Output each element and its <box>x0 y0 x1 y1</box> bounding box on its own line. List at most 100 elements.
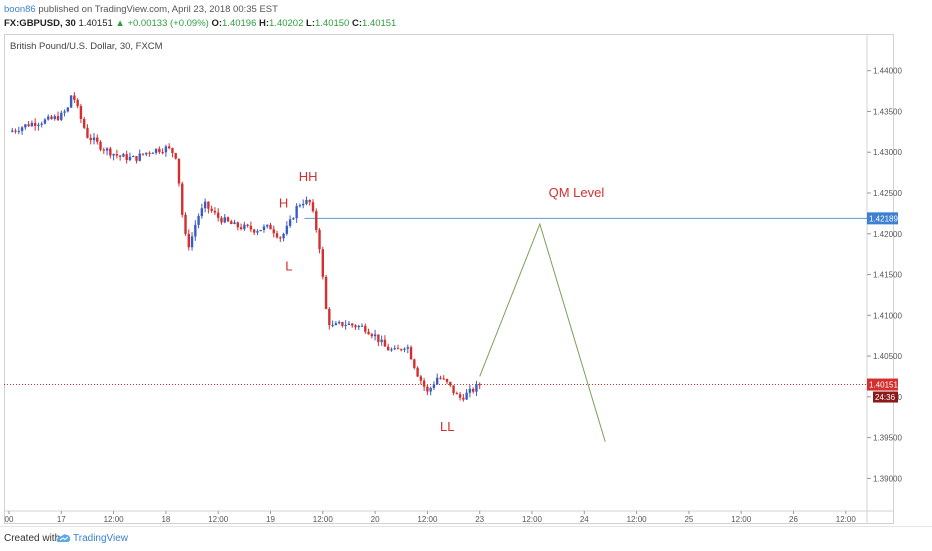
candle-body <box>190 236 194 248</box>
candle-body <box>315 211 318 230</box>
candle-body <box>439 377 442 379</box>
candle-body <box>56 116 60 120</box>
candle-body <box>475 384 478 392</box>
candle-body <box>69 95 73 108</box>
candle-body <box>82 118 86 128</box>
y-tick-label: 1.42000 <box>873 230 902 239</box>
candle-body <box>390 349 393 351</box>
candle-body <box>141 153 145 155</box>
candle-body <box>321 249 324 277</box>
candle-body <box>269 224 272 230</box>
candle-body <box>177 158 181 184</box>
candle-body <box>226 217 230 222</box>
candle-body <box>452 385 455 394</box>
candle-body <box>455 393 459 395</box>
close-label: C: <box>351 18 362 29</box>
candle-body <box>436 377 439 385</box>
candle-body <box>262 226 266 231</box>
candle-body <box>266 224 269 227</box>
candle-body <box>259 230 262 232</box>
tradingview-logo-icon[interactable] <box>56 532 71 544</box>
candle-body <box>99 141 102 150</box>
candle-body <box>40 123 43 125</box>
candle-body <box>174 153 177 159</box>
candle-body <box>406 347 409 349</box>
candle-body <box>442 378 445 380</box>
candle-body <box>66 107 70 112</box>
candle-body <box>426 386 429 392</box>
countdown-label: 24:36 <box>875 393 896 402</box>
close-value: 1.40151 <box>362 18 397 29</box>
candle-body <box>112 154 115 156</box>
candle-body <box>449 381 452 386</box>
y-tick-label: 1.39500 <box>873 434 902 443</box>
candle-body <box>200 208 204 217</box>
chart-frame[interactable] <box>4 34 894 524</box>
candle-body <box>96 137 99 142</box>
candle-body <box>132 156 135 158</box>
candle-body <box>301 203 305 206</box>
candle-body <box>393 348 396 350</box>
candle-body <box>429 387 432 392</box>
candle-body <box>396 348 400 350</box>
annotation-l: L <box>285 258 292 273</box>
candle-body <box>305 199 308 204</box>
annotation-hh: HH <box>299 169 318 184</box>
candle-body <box>24 124 27 128</box>
x-tick-label: 12:00 <box>731 515 752 524</box>
candle-body <box>370 334 374 337</box>
tradingview-brand[interactable]: TradingView <box>73 533 129 544</box>
footer: Created with TradingView <box>0 526 932 551</box>
x-tick-label: 17 <box>57 515 66 524</box>
candle-body <box>43 119 47 124</box>
candle-body <box>105 148 109 151</box>
qm-level-price-label: 1.42189 <box>869 214 898 223</box>
x-tick-label: 18 <box>161 515 170 524</box>
high-value: 1.40202 <box>269 18 304 29</box>
candle-body <box>249 225 253 230</box>
candle-body <box>344 324 347 326</box>
candle-body <box>256 231 259 233</box>
ohlc-legend: FX:GBPUSD, 30 1.40151 ▲ +0.00133 (+0.09%… <box>4 18 396 29</box>
candle-body <box>386 346 390 351</box>
projection-path <box>479 222 606 442</box>
candle-body <box>194 224 197 237</box>
candle-body <box>11 130 14 132</box>
annotation-qm-level: QM Level <box>549 185 605 200</box>
candle-body <box>239 227 243 229</box>
candle-body <box>419 376 423 381</box>
candle-body <box>236 222 240 228</box>
candle-body <box>148 152 151 154</box>
x-tick-label: 12:00 <box>417 515 438 524</box>
created-with-text: Created with <box>4 533 61 544</box>
candle-body <box>33 122 37 126</box>
countdown-tag <box>873 391 898 403</box>
candle-body <box>416 367 419 377</box>
candle-body <box>377 334 380 342</box>
candle-body <box>128 156 132 161</box>
x-tick-label: 12:00 <box>208 515 229 524</box>
low-label: L: <box>306 18 315 29</box>
x-tick-label: 23 <box>475 515 484 524</box>
candle-body <box>409 347 413 360</box>
candle-body <box>275 233 279 238</box>
candle-body <box>465 392 468 400</box>
last-price: 1.40151 <box>78 18 113 29</box>
candle-body <box>318 229 321 250</box>
open-label: O: <box>211 18 223 29</box>
candle-body <box>115 154 119 156</box>
low-value: 1.40150 <box>314 18 350 29</box>
publish-info: boon86 published on TradingView.com, Apr… <box>4 4 278 15</box>
candle-body <box>213 210 217 213</box>
author-link[interactable]: boon86 <box>4 4 36 15</box>
candle-body <box>17 131 21 133</box>
chart-header: boon86 published on TradingView.com, Apr… <box>0 0 932 34</box>
candle-body <box>151 152 155 154</box>
candle-body <box>167 146 171 149</box>
y-tick-label: 1.44000 <box>873 67 902 76</box>
y-tick-label: 1.43500 <box>873 107 902 116</box>
candle-body <box>125 154 128 161</box>
y-tick-label: 1.40500 <box>873 352 902 361</box>
candle-body <box>295 206 298 219</box>
